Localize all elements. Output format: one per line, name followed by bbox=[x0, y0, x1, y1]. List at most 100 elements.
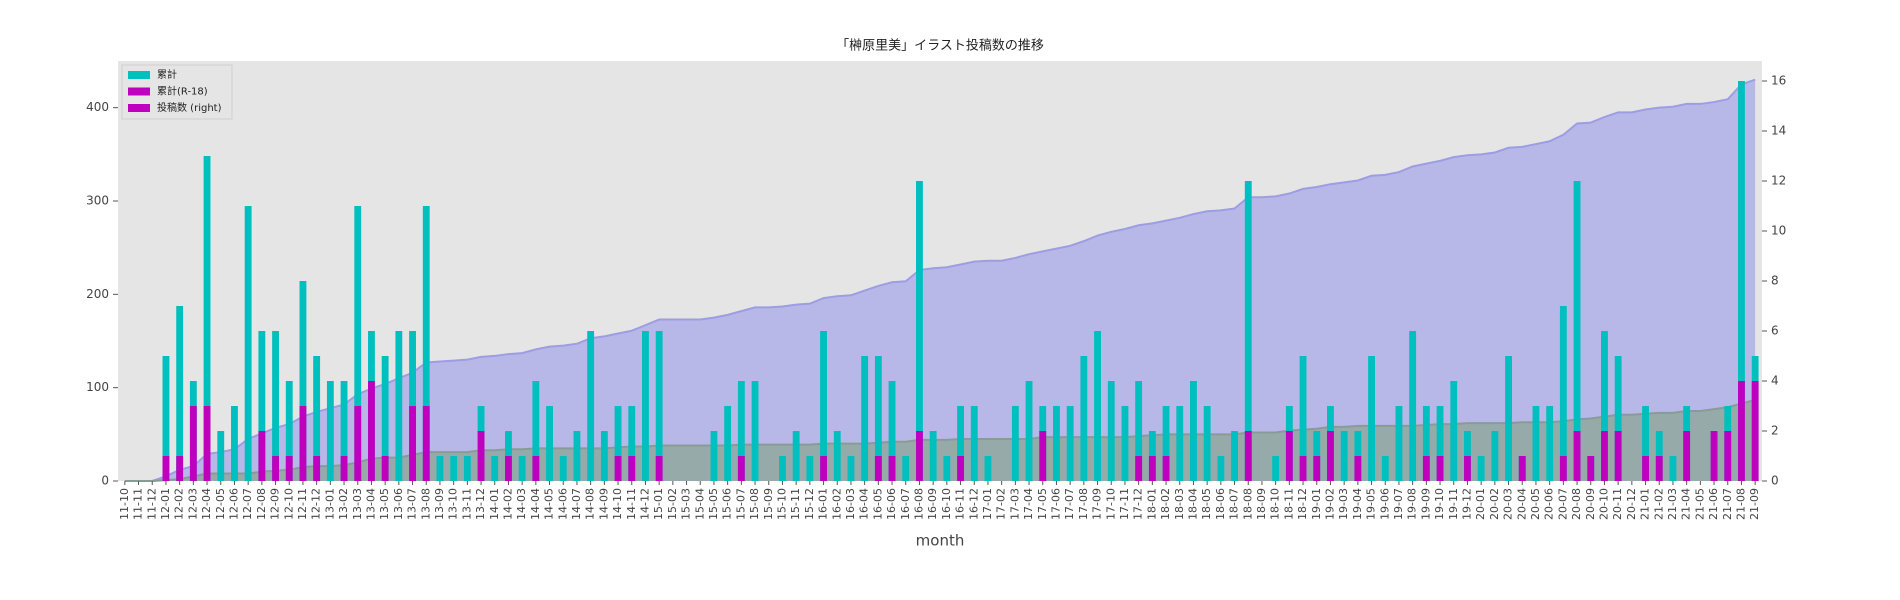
x-tick-label: 12-04 bbox=[200, 488, 213, 520]
x-tick-label: 15-09 bbox=[762, 488, 775, 520]
legend-swatch bbox=[128, 71, 150, 79]
bar bbox=[628, 406, 636, 481]
bar-r18 bbox=[614, 456, 622, 481]
bar-r18 bbox=[916, 431, 923, 481]
bar bbox=[436, 456, 444, 481]
bar bbox=[916, 181, 923, 481]
bar bbox=[724, 406, 732, 481]
y2-tick-label: 0 bbox=[1771, 474, 1779, 488]
legend-label: 累計(R-18) bbox=[157, 85, 208, 98]
bar bbox=[1025, 381, 1033, 481]
y2-tick-label: 8 bbox=[1771, 274, 1779, 288]
x-tick-label: 17-12 bbox=[1132, 488, 1145, 520]
bar bbox=[1477, 456, 1485, 481]
bar bbox=[395, 331, 403, 481]
x-tick-label: 18-07 bbox=[1228, 488, 1241, 520]
bar-r18 bbox=[299, 406, 307, 481]
x-tick-label: 13-12 bbox=[474, 488, 487, 520]
bar bbox=[1395, 406, 1403, 481]
x-tick-label: 21-05 bbox=[1693, 488, 1706, 520]
x-tick-label: 18-10 bbox=[1269, 488, 1282, 520]
x-tick-label: 13-08 bbox=[419, 488, 432, 520]
x-tick-label: 19-02 bbox=[1323, 488, 1336, 520]
bar bbox=[1573, 181, 1581, 481]
bar-r18 bbox=[1655, 456, 1663, 481]
x-tick-label: 17-02 bbox=[995, 488, 1008, 520]
x-tick-label: 19-11 bbox=[1447, 488, 1460, 520]
bar bbox=[957, 406, 964, 481]
bar bbox=[340, 381, 348, 481]
x-tick-label: 14-09 bbox=[597, 488, 610, 520]
y2-tick-label: 2 bbox=[1771, 424, 1779, 438]
x-tick-label: 12-09 bbox=[269, 488, 282, 520]
x-tick-label: 21-04 bbox=[1680, 488, 1693, 520]
bar-r18 bbox=[258, 431, 266, 481]
bar-r18 bbox=[1135, 456, 1143, 481]
y2-tick-label: 6 bbox=[1771, 324, 1779, 338]
x-tick-label: 18-11 bbox=[1282, 488, 1295, 520]
x-tick-label: 17-01 bbox=[981, 488, 994, 520]
x-tick-label: 16-12 bbox=[967, 488, 980, 520]
bar bbox=[1409, 331, 1417, 481]
x-tick-label: 17-06 bbox=[1049, 488, 1062, 520]
bar bbox=[162, 356, 170, 481]
bar-r18 bbox=[1642, 456, 1649, 481]
x-tick-label: 20-12 bbox=[1625, 488, 1638, 520]
legend-swatch bbox=[128, 104, 150, 112]
bar-r18 bbox=[1518, 456, 1526, 481]
x-tick-label: 19-01 bbox=[1310, 488, 1323, 520]
bar bbox=[1107, 381, 1115, 481]
x-tick-label: 11-10 bbox=[118, 488, 131, 520]
x-tick-label: 21-06 bbox=[1707, 488, 1720, 520]
bar bbox=[573, 431, 581, 481]
bar-r18 bbox=[1148, 456, 1156, 481]
x-tick-label: 14-06 bbox=[556, 488, 569, 520]
bar bbox=[285, 381, 293, 481]
x-tick-label: 20-04 bbox=[1515, 488, 1528, 520]
bar-r18 bbox=[354, 406, 362, 481]
area-fill bbox=[124, 79, 1756, 482]
bar bbox=[642, 331, 649, 481]
bar bbox=[833, 431, 841, 481]
bar bbox=[970, 406, 978, 481]
x-tick-label: 20-03 bbox=[1502, 488, 1515, 520]
bar bbox=[655, 331, 663, 481]
bar bbox=[1011, 406, 1019, 481]
x-tick-label: 19-03 bbox=[1337, 488, 1350, 520]
x-tick-label: 19-07 bbox=[1392, 488, 1405, 520]
bar-r18 bbox=[1559, 456, 1567, 481]
x-tick-label: 17-09 bbox=[1091, 488, 1104, 520]
bar bbox=[1176, 406, 1184, 481]
x-tick-label: 16-05 bbox=[871, 488, 884, 520]
bar-r18 bbox=[272, 456, 279, 481]
x-tick-label: 17-03 bbox=[1008, 488, 1021, 520]
bar bbox=[1244, 181, 1252, 481]
bar bbox=[888, 381, 896, 481]
bar-r18 bbox=[1464, 456, 1471, 481]
x-tick-label: 11-12 bbox=[145, 488, 158, 520]
x-tick-label: 19-04 bbox=[1351, 488, 1364, 520]
bar-r18 bbox=[203, 406, 211, 481]
x-tick-label: 15-06 bbox=[721, 488, 734, 520]
x-tick-label: 17-08 bbox=[1077, 488, 1090, 520]
bar bbox=[874, 356, 882, 481]
x-tick-label: 18-06 bbox=[1214, 488, 1227, 520]
x-tick-label: 18-12 bbox=[1296, 488, 1309, 520]
bar-r18 bbox=[957, 456, 964, 481]
bar bbox=[244, 206, 252, 481]
bar-r18 bbox=[313, 456, 321, 481]
x-tick-label: 21-03 bbox=[1666, 488, 1679, 520]
bar bbox=[546, 406, 553, 481]
bar bbox=[929, 431, 937, 481]
bar bbox=[737, 381, 745, 481]
bar bbox=[463, 456, 471, 481]
x-tick-label: 15-11 bbox=[789, 488, 802, 520]
x-tick-label: 15-08 bbox=[748, 488, 761, 520]
x-tick-label: 13-04 bbox=[364, 488, 377, 520]
bar bbox=[1066, 406, 1074, 481]
bar bbox=[1546, 406, 1554, 481]
x-tick-label: 12-05 bbox=[214, 488, 227, 520]
x-tick-label: 21-08 bbox=[1734, 488, 1747, 520]
bar bbox=[751, 381, 759, 481]
x-tick-label: 16-10 bbox=[940, 488, 953, 520]
